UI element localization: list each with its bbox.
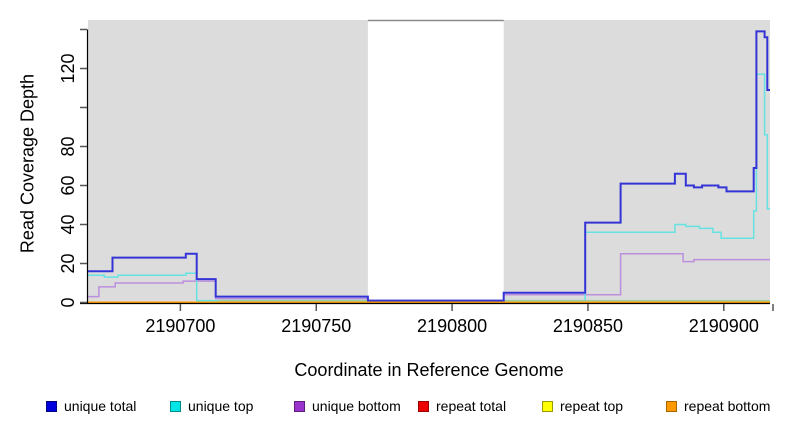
y-tick-label: 120 bbox=[58, 53, 78, 83]
series-line-unique-top bbox=[88, 73, 770, 302]
y-tick-label: 80 bbox=[58, 136, 78, 156]
y-tick-label: 40 bbox=[58, 214, 78, 234]
x-axis-title: Coordinate in Reference Genome bbox=[294, 360, 564, 380]
y-axis-title: Read Coverage Depth bbox=[17, 73, 38, 254]
legend-item-repeat-bottom: repeat bottom bbox=[666, 398, 790, 414]
x-tick-label: 2190750 bbox=[281, 316, 351, 336]
legend-swatch-unique-bottom bbox=[294, 400, 305, 412]
series-line-unique-total bbox=[88, 30, 770, 302]
legend-item-unique-top: unique top bbox=[170, 398, 294, 414]
legend-swatch-repeat-total bbox=[418, 400, 429, 412]
legend-item-unique-bottom: unique bottom bbox=[294, 398, 418, 414]
legend-swatch-repeat-bottom bbox=[666, 400, 677, 412]
legend-swatch-unique-total bbox=[46, 400, 57, 412]
y-tick-label: 0 bbox=[58, 297, 78, 307]
legend-label: repeat top bbox=[560, 398, 624, 414]
legend-label: repeat bottom bbox=[684, 398, 771, 414]
x-tick-label: 2190800 bbox=[417, 316, 487, 336]
x-tick-label: 2190900 bbox=[689, 316, 759, 336]
legend-item-repeat-top: repeat top bbox=[542, 398, 666, 414]
x-tick-label: 2190850 bbox=[553, 316, 623, 336]
uncovered-band bbox=[367, 16, 504, 303]
legend-item-unique-total: unique total bbox=[46, 398, 170, 414]
y-tick-label: 20 bbox=[58, 253, 78, 273]
legend-label: repeat total bbox=[436, 398, 507, 414]
legend-label: unique total bbox=[64, 398, 137, 414]
legend-item-repeat-total: repeat total bbox=[418, 398, 542, 414]
legend-label: unique bottom bbox=[312, 398, 401, 414]
y-tick-label: 60 bbox=[58, 175, 78, 195]
legend-label: unique top bbox=[188, 398, 254, 414]
legend: unique total unique top unique bottom repea… bbox=[46, 398, 790, 414]
x-tick-label: 2190700 bbox=[145, 316, 215, 336]
legend-swatch-unique-top bbox=[170, 400, 181, 412]
legend-swatch-repeat-top bbox=[542, 400, 553, 412]
